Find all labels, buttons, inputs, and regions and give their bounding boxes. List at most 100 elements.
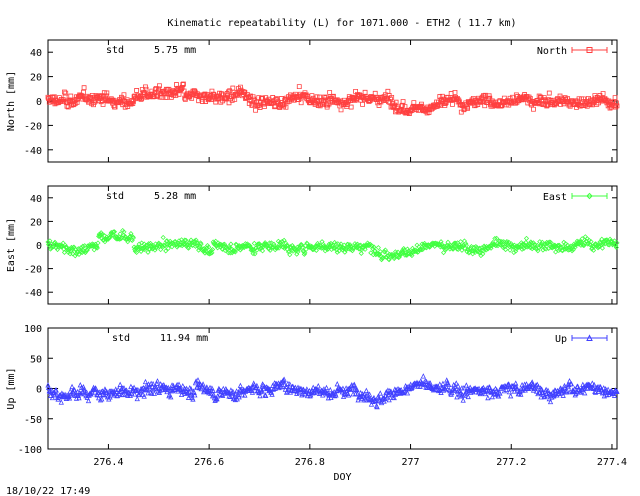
data-point bbox=[614, 103, 620, 109]
data-point bbox=[352, 97, 358, 103]
data-point bbox=[156, 83, 162, 89]
data-point bbox=[310, 384, 316, 390]
data-point bbox=[534, 98, 540, 103]
data-point bbox=[598, 97, 604, 103]
data-point bbox=[121, 92, 127, 98]
data-point bbox=[235, 91, 241, 97]
data-point bbox=[559, 389, 565, 396]
data-point bbox=[187, 392, 194, 398]
data-point bbox=[51, 95, 57, 101]
data-point bbox=[508, 393, 514, 399]
data-point bbox=[97, 96, 103, 101]
x-tick-label: 277.4 bbox=[597, 457, 627, 468]
data-point bbox=[75, 388, 81, 395]
data-point bbox=[135, 246, 142, 252]
data-point bbox=[296, 84, 302, 90]
data-point bbox=[67, 388, 73, 394]
data-point bbox=[281, 376, 287, 382]
data-point bbox=[281, 102, 287, 108]
data-point bbox=[268, 240, 274, 246]
data-point bbox=[452, 89, 458, 95]
data-point bbox=[560, 392, 566, 398]
data-point bbox=[144, 382, 150, 388]
data-point bbox=[386, 93, 392, 98]
data-point bbox=[538, 394, 544, 400]
data-point bbox=[137, 244, 143, 250]
data-point bbox=[257, 392, 263, 399]
data-point bbox=[183, 237, 189, 243]
data-point bbox=[98, 388, 104, 395]
y-tick-label: 40 bbox=[30, 48, 42, 59]
data-point bbox=[198, 241, 204, 247]
data-point bbox=[107, 394, 113, 400]
y-tick-label: 0 bbox=[36, 97, 42, 108]
data-point bbox=[613, 100, 619, 106]
data-point bbox=[123, 234, 129, 240]
data-point bbox=[453, 380, 459, 386]
data-point bbox=[128, 231, 134, 237]
data-point bbox=[282, 243, 288, 249]
data-point bbox=[499, 238, 505, 245]
data-point bbox=[327, 386, 333, 393]
data-point bbox=[530, 381, 536, 387]
data-point bbox=[443, 246, 449, 252]
data-point bbox=[250, 251, 256, 257]
data-point bbox=[154, 378, 161, 384]
data-point bbox=[85, 397, 92, 404]
data-point bbox=[375, 245, 381, 251]
data-point bbox=[234, 242, 240, 248]
data-point bbox=[200, 246, 206, 252]
data-point bbox=[430, 387, 437, 393]
data-point bbox=[372, 248, 378, 254]
data-point bbox=[68, 390, 75, 397]
data-point bbox=[114, 234, 120, 240]
data-point bbox=[528, 240, 535, 246]
data-point bbox=[294, 95, 300, 100]
data-point bbox=[465, 393, 471, 400]
data-point bbox=[431, 104, 437, 110]
data-point bbox=[247, 243, 253, 249]
data-point bbox=[49, 387, 55, 393]
data-point bbox=[185, 389, 191, 395]
data-point bbox=[328, 394, 334, 401]
data-point bbox=[382, 247, 388, 253]
data-point bbox=[348, 104, 354, 110]
data-point bbox=[443, 101, 448, 106]
data-point bbox=[468, 243, 474, 250]
data-point bbox=[82, 243, 88, 249]
data-point bbox=[351, 381, 357, 387]
data-point bbox=[180, 383, 186, 389]
data-point bbox=[127, 392, 133, 399]
data-point bbox=[203, 247, 209, 253]
data-point bbox=[384, 394, 390, 400]
data-point bbox=[401, 245, 407, 252]
data-point bbox=[504, 240, 511, 246]
data-point bbox=[334, 97, 340, 103]
data-point bbox=[398, 108, 404, 113]
data-point bbox=[202, 91, 208, 97]
data-series bbox=[45, 81, 620, 116]
data-point bbox=[377, 249, 383, 255]
data-point bbox=[503, 386, 509, 393]
data-point bbox=[569, 248, 575, 254]
data-point bbox=[503, 247, 509, 253]
data-point bbox=[65, 247, 71, 253]
data-point bbox=[251, 240, 257, 246]
data-point bbox=[183, 385, 190, 391]
data-point bbox=[139, 240, 145, 246]
data-point bbox=[185, 245, 192, 251]
data-point bbox=[390, 390, 397, 396]
data-point bbox=[354, 391, 361, 397]
data-point bbox=[275, 98, 281, 104]
data-point bbox=[76, 251, 82, 258]
data-point bbox=[586, 95, 591, 101]
data-point bbox=[252, 102, 258, 108]
data-point bbox=[523, 381, 530, 387]
data-point bbox=[408, 106, 414, 112]
data-point bbox=[182, 237, 188, 243]
data-point bbox=[107, 234, 113, 240]
data-point bbox=[570, 99, 576, 104]
data-point bbox=[143, 387, 149, 393]
data-point bbox=[181, 241, 187, 247]
data-point bbox=[605, 386, 611, 392]
